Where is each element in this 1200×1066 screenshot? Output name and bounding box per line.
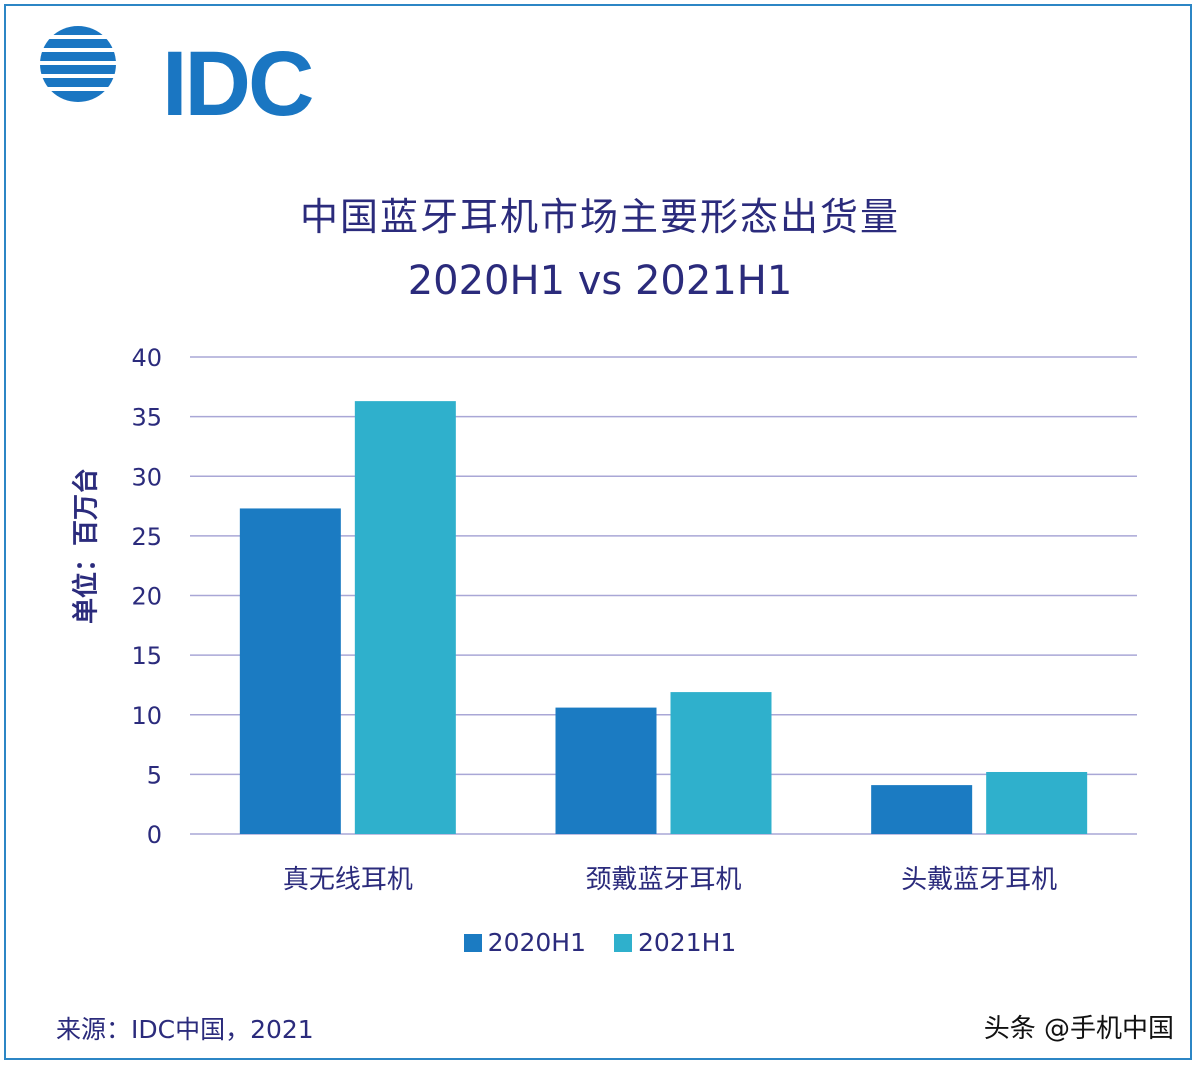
bar-2021h1-1 xyxy=(670,692,772,834)
legend-item-2020h1: 2020H1 xyxy=(463,928,586,957)
watermark: 头条 @手机中国 xyxy=(983,1014,1174,1044)
bar-2020h1-1 xyxy=(555,707,657,834)
y-tick-label: 5 xyxy=(147,761,162,789)
y-tick-label: 10 xyxy=(131,702,162,730)
legend-item-2021h1: 2021H1 xyxy=(614,928,736,957)
source-note: 来源：IDC中国，2021 xyxy=(56,1015,314,1044)
bar-2021h1-2 xyxy=(986,771,1088,834)
chart-frame xyxy=(4,4,1192,1060)
y-tick-label: 25 xyxy=(131,523,162,551)
chart-subtitle: 2020H1 vs 2021H1 xyxy=(407,258,793,304)
idc-logo-icon xyxy=(40,26,116,102)
y-tick-label: 0 xyxy=(147,821,162,849)
chart-title: 中国蓝牙耳机市场主要形态出货量 xyxy=(299,195,900,239)
legend-label-2021h1: 2021H1 xyxy=(638,928,737,957)
y-tick-label: 30 xyxy=(131,463,162,491)
y-tick-label: 20 xyxy=(131,583,162,611)
y-tick-label: 35 xyxy=(131,404,162,432)
idc-logo: IDC xyxy=(38,24,314,130)
y-tick-label: 15 xyxy=(131,642,162,670)
bar-2020h1-2 xyxy=(871,785,973,834)
legend-label-2020h1: 2020H1 xyxy=(487,928,586,957)
x-category-label: 真无线耳机 xyxy=(283,865,413,895)
bar-chart: 0 5 10 15 20 25 30 35 40 真无线耳机 颈戴蓝牙耳机 头戴蓝牙耳机 xyxy=(131,344,1137,895)
x-category-label: 颈戴蓝牙耳机 xyxy=(585,865,741,895)
x-category-label: 头戴蓝牙耳机 xyxy=(901,865,1057,895)
idc-logo-text: IDC xyxy=(162,33,314,135)
legend: 2020H1 2021H1 xyxy=(0,928,1200,957)
legend-swatch-2021h1 xyxy=(614,933,632,952)
bar-2020h1-0 xyxy=(239,508,341,834)
y-tick-label: 40 xyxy=(131,344,162,372)
legend-swatch-2020h1 xyxy=(463,933,482,952)
bar-2021h1-0 xyxy=(354,401,456,834)
